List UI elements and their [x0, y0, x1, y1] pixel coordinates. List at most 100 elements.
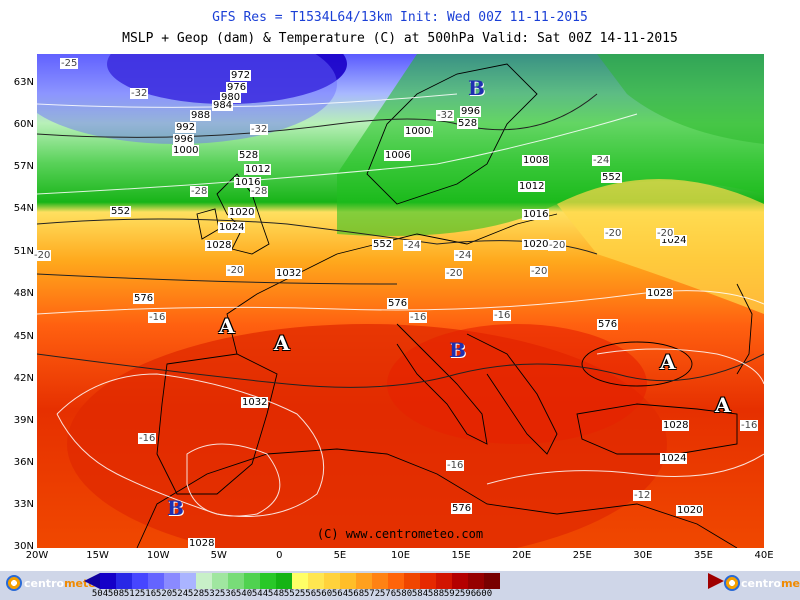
- low-pressure-marker: B: [468, 76, 485, 100]
- low-pressure-marker: B: [449, 338, 466, 362]
- lat-label: 48N: [13, 288, 34, 299]
- copyright-text: (C) www.centrometeo.com: [316, 527, 484, 541]
- brand-logo-right: centrometeo: [741, 577, 800, 590]
- legend-swatch: [212, 573, 228, 589]
- lat-label: 42N: [13, 373, 34, 384]
- legend-swatch: [196, 573, 212, 589]
- model-info-title: GFS Res = T1534L64/13km Init: Wed 00Z 11…: [212, 10, 588, 25]
- isobar-label: 1012: [244, 164, 272, 175]
- legend-swatch: [132, 573, 148, 589]
- temperature-label: -20: [445, 268, 464, 279]
- geopotential-label: 552: [372, 239, 394, 250]
- legend-level-label: 548: [267, 589, 285, 599]
- high-pressure-marker: A: [715, 393, 731, 417]
- lat-label: 45N: [13, 331, 34, 342]
- lon-label: 20E: [512, 550, 532, 561]
- isobar-label: 1032: [275, 268, 303, 279]
- isobar-label: 992: [175, 122, 197, 133]
- lat-label: 33N: [13, 499, 34, 510]
- lat-label: 54N: [13, 203, 34, 214]
- geopotential-label: 576: [387, 298, 409, 309]
- legend-level-label: 580: [395, 589, 413, 599]
- isobar-label: 1028: [205, 240, 233, 251]
- geopotential-label: 528: [238, 150, 260, 161]
- isobar-label: 1028: [646, 288, 674, 299]
- legend-level-label: 536: [219, 589, 237, 599]
- legend-level-label: 572: [363, 589, 381, 599]
- lat-label: 36N: [13, 457, 34, 468]
- color-scale: [100, 573, 500, 589]
- isobar-label: 1020: [228, 207, 256, 218]
- lon-label: 25E: [572, 550, 592, 561]
- legend-min-arrow-icon: [84, 573, 100, 589]
- legend-swatch: [452, 573, 468, 589]
- legend-swatch: [468, 573, 484, 589]
- isobar-label: 1000: [172, 145, 200, 156]
- lat-label: 30N: [13, 541, 34, 552]
- geopotential-label: 576: [133, 293, 155, 304]
- temperature-label: -20: [656, 228, 675, 239]
- legend-swatch: [100, 573, 116, 589]
- legend-swatch: [276, 573, 292, 589]
- isobar-label: 1012: [518, 181, 546, 192]
- legend-swatch: [244, 573, 260, 589]
- legend-level-label: 520: [155, 589, 173, 599]
- legend-swatch: [420, 573, 436, 589]
- isobar-label: 1024: [218, 222, 246, 233]
- temperature-label: -20: [548, 240, 567, 251]
- legend-level-label: 512: [123, 589, 141, 599]
- isobar-label: 1016: [234, 177, 262, 188]
- temperature-label: -32: [130, 88, 149, 99]
- temperature-label: -12: [633, 490, 652, 501]
- legend-level-label: 552: [283, 589, 301, 599]
- temperature-label: -32: [250, 124, 269, 135]
- lon-label: 5W: [210, 550, 227, 561]
- lon-label: 20W: [25, 550, 49, 561]
- temperature-label: -16: [409, 312, 428, 323]
- legend-swatch: [372, 573, 388, 589]
- isobar-label: 984: [212, 100, 234, 111]
- isobar-label: 1008: [522, 155, 550, 166]
- isobar-label: 1032: [241, 397, 269, 408]
- temperature-label: -20: [226, 265, 245, 276]
- temperature-label: -28: [250, 186, 269, 197]
- centrometeo-logo-icon-right: [724, 575, 740, 591]
- temperature-label: -16: [740, 420, 759, 431]
- lon-label: 40E: [754, 550, 774, 561]
- isobar-label: 976: [226, 82, 248, 93]
- legend-level-label: 540: [235, 589, 253, 599]
- legend-max-arrow-icon: [708, 573, 724, 589]
- isobar-label: 988: [190, 110, 212, 121]
- legend-level-label: 560: [315, 589, 333, 599]
- geopotential-label: 528: [457, 118, 479, 129]
- isobar-label: 1016: [522, 209, 550, 220]
- lat-label: 63N: [13, 77, 34, 88]
- legend-swatch: [388, 573, 404, 589]
- legend-swatch: [356, 573, 372, 589]
- isobar-label: 1006: [384, 150, 412, 161]
- legend-swatch: [228, 573, 244, 589]
- isobar-label: 996: [173, 134, 195, 145]
- legend-level-label: 592: [443, 589, 461, 599]
- isobar-label: 996: [460, 106, 482, 117]
- isobar-label: 1020: [522, 239, 550, 250]
- weather-map: [37, 54, 764, 548]
- isobar-label: 1028: [662, 420, 690, 431]
- temperature-label: -16: [148, 312, 167, 323]
- legend-swatch: [324, 573, 340, 589]
- geopotential-label: 552: [110, 206, 132, 217]
- geopotential-label: 576: [451, 503, 473, 514]
- legend-swatch: [116, 573, 132, 589]
- temperature-label: -16: [493, 310, 512, 321]
- legend-level-label: 524: [171, 589, 189, 599]
- isobar-label: 1020: [676, 505, 704, 516]
- isobar-label: 972: [230, 70, 252, 81]
- lon-label: 5E: [333, 550, 347, 561]
- high-pressure-marker: A: [660, 350, 676, 374]
- temperature-label: -24: [592, 155, 611, 166]
- temperature-label: -24: [454, 250, 473, 261]
- legend-level-label: 556: [299, 589, 317, 599]
- temperature-label: -32: [436, 110, 455, 121]
- legend-level-label: 544: [251, 589, 269, 599]
- legend-level-label: 504: [91, 589, 109, 599]
